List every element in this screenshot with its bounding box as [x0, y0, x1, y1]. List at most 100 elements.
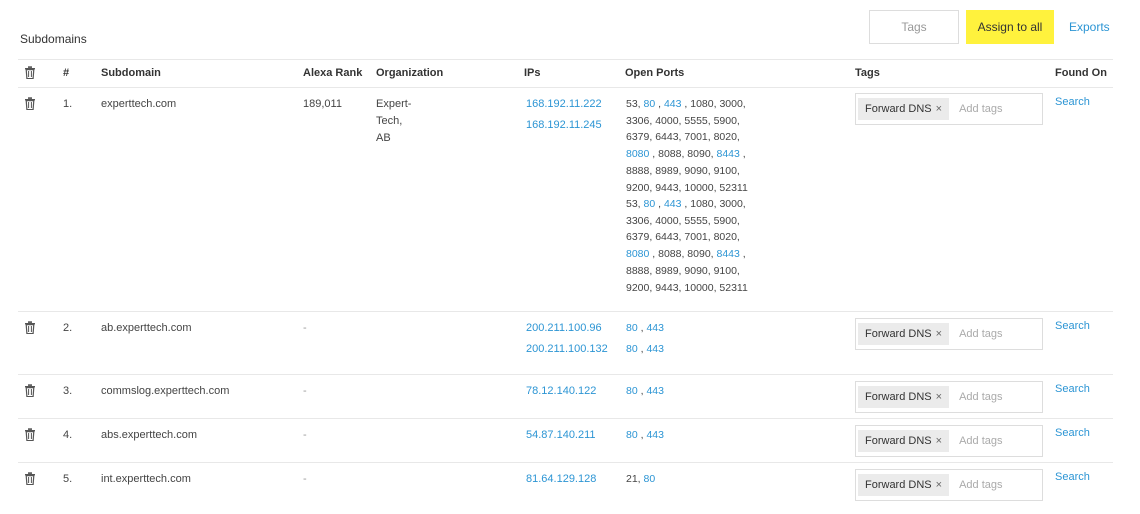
subdomain-name[interactable]: int.experttech.com	[101, 473, 191, 485]
tag-chip-label: Forward DNS	[865, 103, 932, 115]
tags-input[interactable]: Tags	[869, 10, 959, 44]
port-link[interactable]: 443	[663, 98, 682, 110]
port-text: ,	[637, 322, 647, 334]
port-text: , 8088, 8090,	[649, 148, 717, 161]
add-tags-input[interactable]: Add tags	[959, 391, 1003, 403]
add-tags-input[interactable]: Add tags	[959, 479, 1003, 491]
tags-field[interactable]: Forward DNS × Add tags	[855, 381, 1043, 413]
alexa-rank: 189,011	[303, 98, 342, 110]
port-link[interactable]: 8080	[626, 248, 650, 261]
remove-tag-icon[interactable]: ×	[935, 103, 943, 115]
open-ports: 53, 80 , 443 , 1080, 3000, 3306, 4000, 5…	[626, 96, 766, 196]
port-text: ,	[637, 429, 647, 441]
ip-link[interactable]: 54.87.140.211	[526, 429, 596, 441]
column-header-subdomain[interactable]: Subdomain	[101, 67, 161, 79]
port-link[interactable]: 8443	[716, 148, 740, 161]
add-tags-input[interactable]: Add tags	[959, 435, 1003, 447]
subdomain-name[interactable]: experttech.com	[101, 98, 177, 110]
port-link[interactable]: 80	[643, 473, 656, 485]
port-text: 21,	[626, 473, 644, 485]
tag-chip-label: Forward DNS	[865, 435, 932, 447]
trash-icon[interactable]	[24, 428, 36, 446]
port-link[interactable]: 80	[643, 98, 656, 110]
ip-link[interactable]: 168.192.11.222	[526, 98, 602, 110]
port-link[interactable]: 443	[646, 385, 664, 397]
tags-field[interactable]: Forward DNS × Add tags	[855, 93, 1043, 125]
column-header-ips[interactable]: IPs	[524, 67, 541, 79]
tags-field[interactable]: Forward DNS × Add tags	[855, 425, 1043, 457]
tags-field[interactable]: Forward DNS × Add tags	[855, 469, 1043, 501]
port-link[interactable]: 80	[626, 429, 638, 441]
row-number: 5.	[63, 473, 73, 485]
subdomain-name[interactable]: abs.experttech.com	[101, 429, 197, 441]
organization: Expert-Tech, AB	[376, 98, 412, 144]
found-on-search-link[interactable]: Search	[1055, 427, 1090, 439]
found-on-search-link[interactable]: Search	[1055, 471, 1090, 483]
port-text: 53,	[626, 198, 644, 210]
port-text: , 8888, 8989, 9090, 9100, 9200, 9443, 10…	[626, 148, 748, 194]
remove-tag-icon[interactable]: ×	[935, 435, 943, 447]
port-link[interactable]: 8443	[716, 248, 740, 261]
ip-link[interactable]: 168.192.11.245	[526, 119, 602, 131]
trash-icon[interactable]	[24, 384, 36, 402]
add-tags-input[interactable]: Add tags	[959, 328, 1003, 340]
port-link[interactable]: 80	[626, 343, 638, 355]
ip-link[interactable]: 200.211.100.132	[526, 343, 608, 355]
open-ports: 21, 80	[626, 471, 766, 488]
page-title: Subdomains	[20, 32, 87, 46]
trash-icon[interactable]	[24, 97, 36, 115]
port-link[interactable]: 80	[626, 385, 638, 397]
subdomain-name[interactable]: ab.experttech.com	[101, 322, 192, 334]
remove-tag-icon[interactable]: ×	[935, 391, 943, 403]
port-link[interactable]: 443	[646, 322, 664, 334]
alexa-rank: -	[303, 322, 307, 334]
ip-link[interactable]: 200.211.100.96	[526, 322, 602, 334]
row-divider	[18, 462, 1113, 463]
assign-to-all-button[interactable]: Assign to all	[966, 10, 1054, 44]
row-divider	[18, 311, 1113, 312]
ip-link[interactable]: 81.64.129.128	[526, 473, 597, 485]
port-link[interactable]: 80	[626, 322, 638, 334]
subdomain-name[interactable]: commslog.experttech.com	[101, 385, 230, 397]
port-text: , 8088, 8090,	[649, 248, 717, 261]
alexa-rank: -	[303, 385, 307, 397]
found-on-search-link[interactable]: Search	[1055, 96, 1090, 108]
add-tags-input[interactable]: Add tags	[959, 103, 1003, 115]
port-text: ,	[655, 198, 664, 210]
open-ports: 80 , 443	[626, 383, 766, 400]
tag-chip-label: Forward DNS	[865, 479, 932, 491]
trash-icon[interactable]	[24, 472, 36, 490]
tag-chip-forward-dns: Forward DNS ×	[858, 323, 950, 345]
port-link[interactable]: 443	[646, 343, 664, 355]
column-header-tags[interactable]: Tags	[855, 67, 880, 79]
port-text: ,	[637, 343, 647, 355]
alexa-rank: -	[303, 429, 307, 441]
open-ports: 80 , 443	[626, 427, 766, 444]
port-link[interactable]: 8080	[626, 148, 650, 161]
column-header-found-on[interactable]: Found On	[1055, 67, 1107, 79]
port-link[interactable]: 80	[643, 198, 656, 210]
tag-chip-forward-dns: Forward DNS ×	[858, 474, 950, 496]
port-text: ,	[655, 98, 664, 110]
trash-icon[interactable]	[24, 321, 36, 339]
tag-chip-forward-dns: Forward DNS ×	[858, 98, 950, 120]
remove-tag-icon[interactable]: ×	[935, 479, 943, 491]
ip-link[interactable]: 78.12.140.122	[526, 385, 597, 397]
exports-link[interactable]: Exports	[1069, 20, 1110, 34]
port-link[interactable]: 443	[646, 429, 664, 441]
row-divider	[18, 87, 1113, 88]
tag-chip-forward-dns: Forward DNS ×	[858, 430, 950, 452]
tags-field[interactable]: Forward DNS × Add tags	[855, 318, 1043, 350]
trash-icon[interactable]	[24, 66, 36, 84]
column-header-alexa-rank[interactable]: Alexa Rank	[303, 67, 363, 79]
column-header-open-ports[interactable]: Open Ports	[625, 67, 685, 79]
found-on-search-link[interactable]: Search	[1055, 383, 1090, 395]
port-link[interactable]: 443	[663, 198, 682, 210]
row-divider	[18, 418, 1113, 419]
column-header-organization[interactable]: Organization	[376, 67, 444, 79]
found-on-search-link[interactable]: Search	[1055, 320, 1090, 332]
tag-chip-forward-dns: Forward DNS ×	[858, 386, 950, 408]
remove-tag-icon[interactable]: ×	[935, 328, 943, 340]
port-text: , 1080, 3000, 3306, 4000, 5555, 5900, 63…	[626, 198, 746, 244]
port-text: , 1080, 3000, 3306, 4000, 5555, 5900, 63…	[626, 98, 746, 144]
